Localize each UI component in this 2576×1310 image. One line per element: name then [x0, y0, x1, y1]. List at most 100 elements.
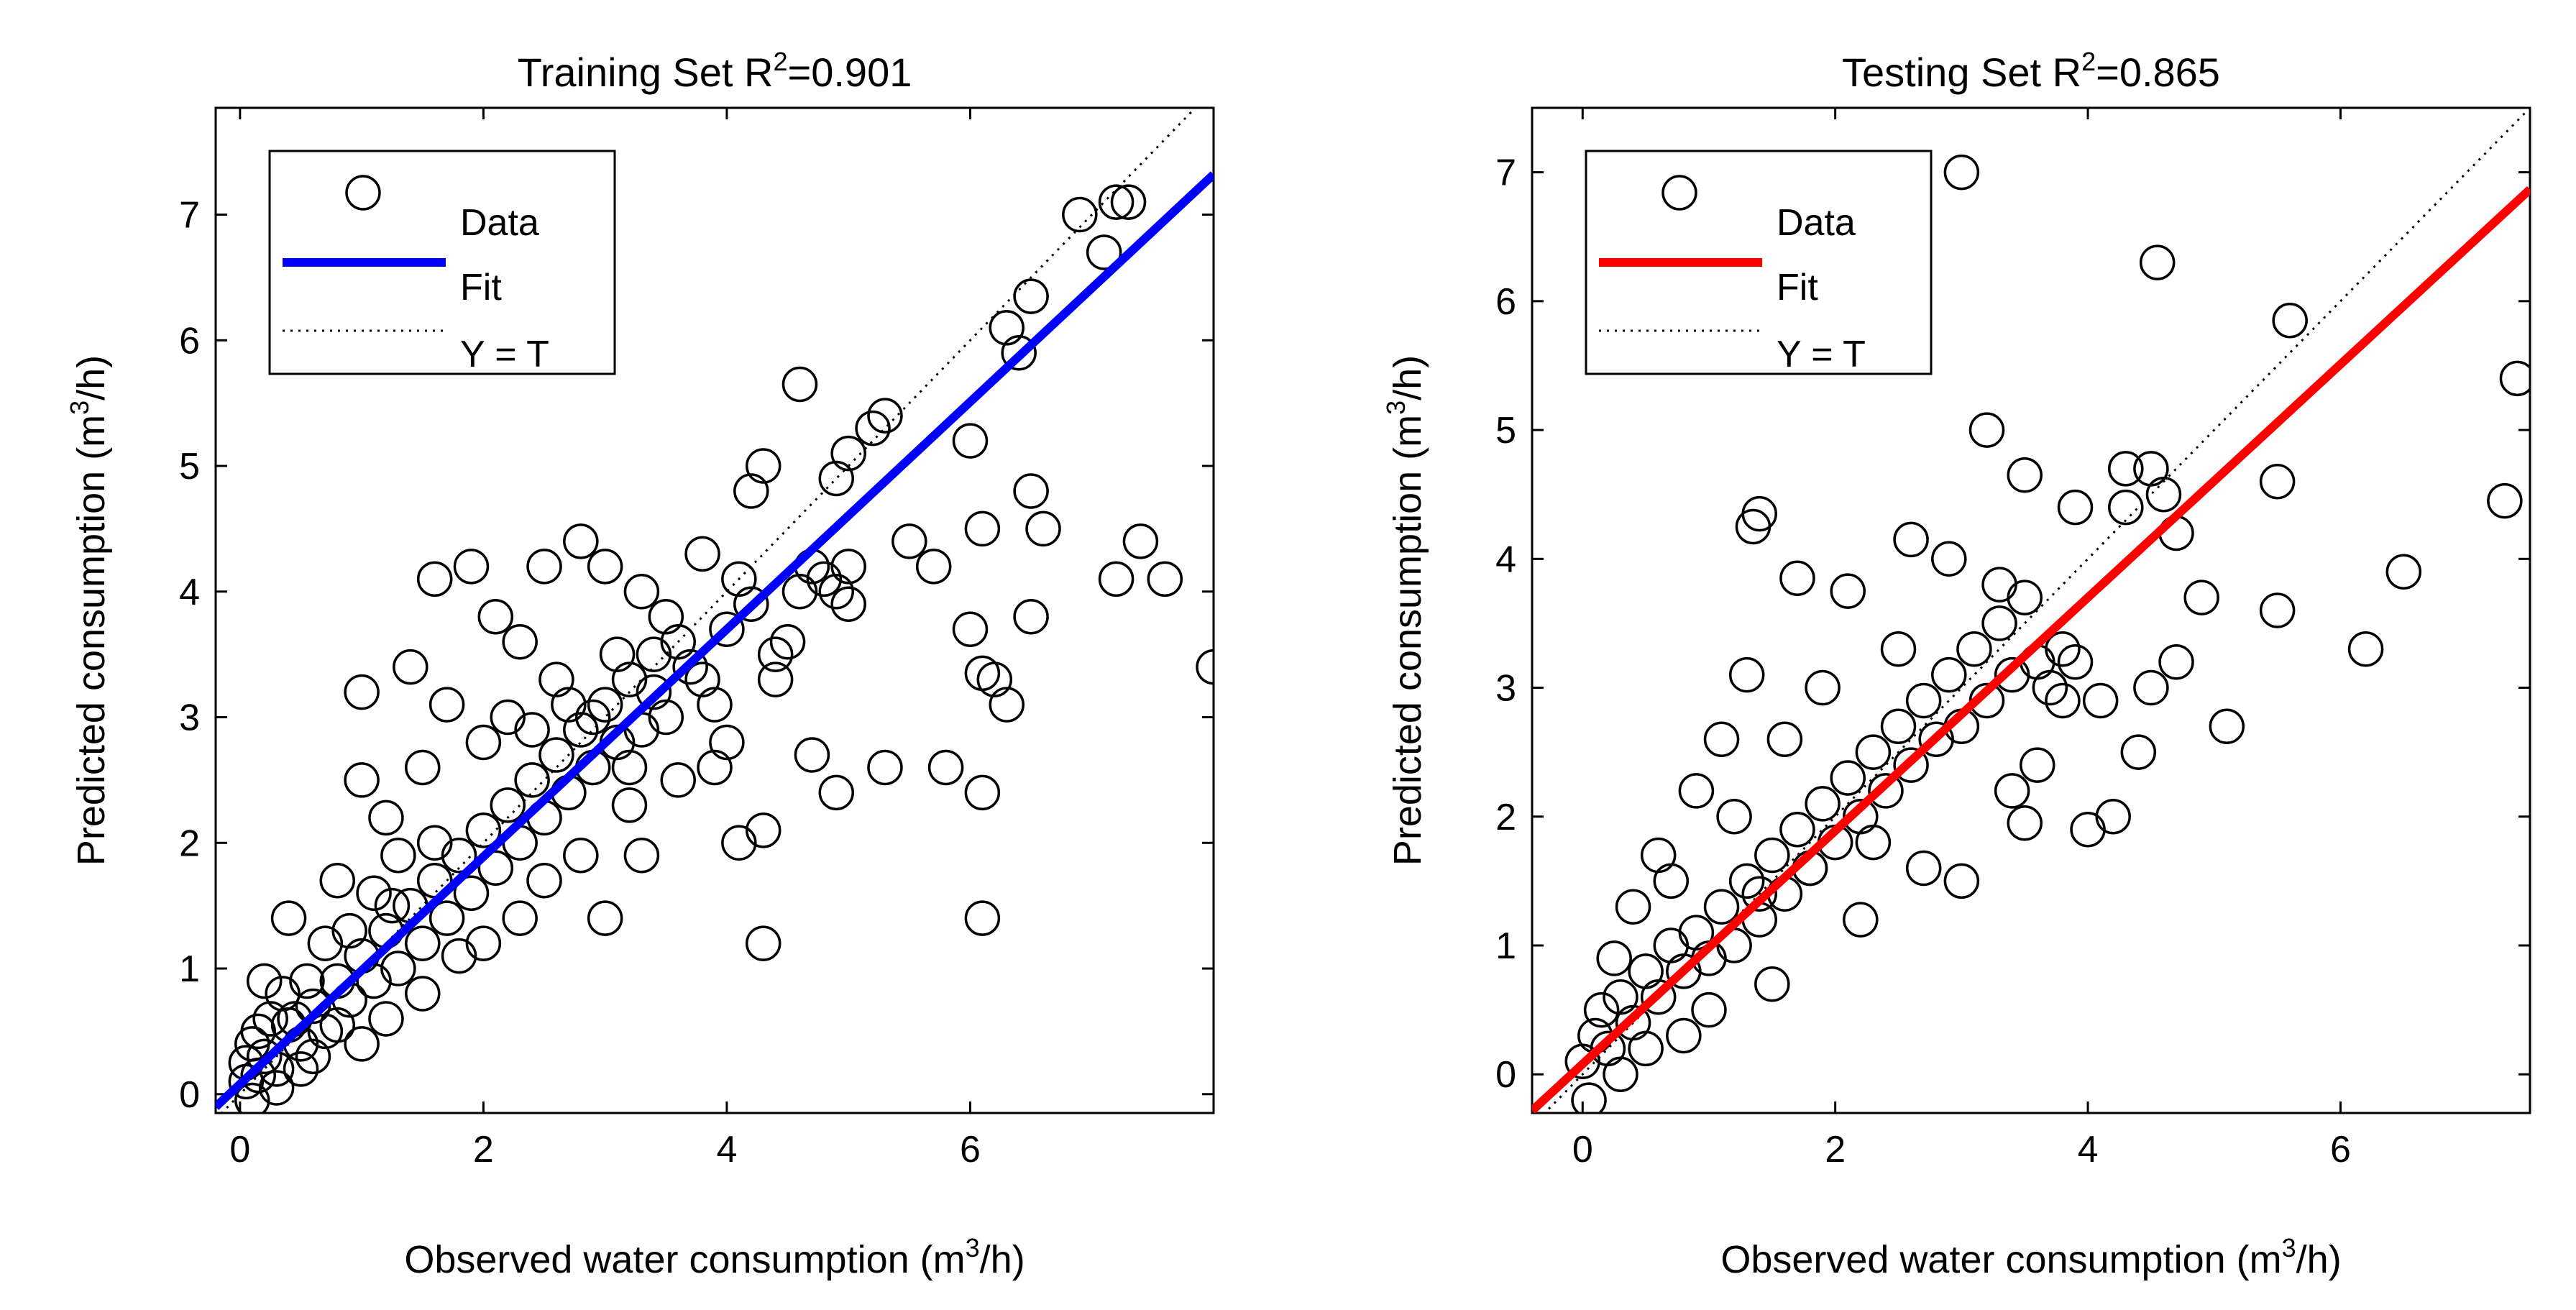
data-point	[526, 549, 562, 585]
data-point	[697, 749, 733, 786]
data-point	[1931, 541, 1967, 577]
data-point	[2120, 734, 2157, 770]
data-point	[2133, 451, 2169, 487]
y-tick-label: 5	[1495, 410, 1516, 452]
y-tick-label: 3	[179, 697, 200, 739]
data-point	[721, 561, 757, 597]
data-point	[319, 1007, 356, 1043]
x-tick-label: 0	[1572, 1129, 1593, 1171]
data-point	[356, 875, 392, 911]
data-point	[344, 1026, 380, 1062]
data-point	[1855, 824, 1892, 861]
y-axis-label: Predicted consumption (m3/h)	[65, 355, 113, 866]
data-point	[1931, 656, 1967, 693]
data-point	[1905, 682, 1942, 719]
data-point	[2020, 747, 2055, 783]
data-point	[1981, 567, 2017, 603]
data-point	[733, 473, 769, 509]
data-point	[660, 623, 696, 660]
data-point	[551, 687, 587, 723]
data-point	[453, 875, 490, 911]
x-tick-label: 0	[229, 1129, 250, 1171]
data-point	[2045, 631, 2081, 667]
data-point	[611, 787, 648, 823]
legend-data-marker	[345, 175, 381, 211]
data-point	[611, 661, 648, 697]
y-tick-label: 5	[179, 446, 200, 487]
data-point	[1678, 773, 1715, 809]
data-point	[964, 774, 1001, 811]
data-point	[1968, 412, 2005, 448]
data-point	[514, 712, 550, 748]
data-point	[587, 900, 623, 936]
data-point	[1843, 902, 1879, 938]
data-point	[1956, 631, 1992, 667]
data-point	[490, 699, 526, 736]
data-point	[289, 963, 325, 999]
data-point	[490, 787, 526, 823]
data-point	[952, 611, 989, 647]
data-point	[1880, 708, 1917, 745]
data-point	[2209, 708, 2245, 745]
data-point	[240, 1057, 276, 1094]
data-point	[1805, 786, 1841, 822]
data-point	[1741, 876, 1778, 912]
data-point	[416, 825, 453, 861]
data-point	[757, 636, 794, 672]
data-point	[307, 925, 344, 961]
data-point	[1666, 1017, 1702, 1054]
x-tick-label: 2	[1825, 1129, 1846, 1171]
data-point	[2057, 489, 2094, 526]
data-point	[1628, 1030, 1664, 1067]
data-point	[368, 800, 404, 836]
data-point	[319, 862, 356, 899]
data-point	[283, 1051, 319, 1087]
data-point	[405, 976, 441, 1012]
y-tick-label: 7	[179, 195, 200, 237]
y-tick-label: 7	[1495, 152, 1516, 194]
data-point	[1001, 335, 1037, 371]
data-point	[563, 712, 599, 748]
data-point	[1110, 184, 1147, 220]
data-point	[502, 900, 538, 936]
data-point	[1779, 560, 1815, 596]
data-point	[757, 661, 794, 697]
data-point	[380, 951, 416, 986]
x-tick-label: 4	[2078, 1129, 2099, 1171]
data-point	[927, 749, 964, 786]
data-point	[2158, 643, 2194, 680]
data-point	[2487, 482, 2523, 519]
data-point	[769, 623, 806, 660]
data-point	[331, 912, 367, 949]
x-tick-label: 6	[960, 1129, 981, 1171]
data-point	[270, 900, 307, 936]
data-point	[393, 649, 428, 685]
data-point	[709, 611, 745, 647]
x-tick-label: 4	[716, 1129, 737, 1171]
data-point	[964, 900, 1001, 936]
y-tick-label: 0	[179, 1074, 200, 1116]
data-point	[818, 460, 855, 497]
data-point	[265, 976, 301, 1012]
legend-data-marker	[1661, 175, 1697, 211]
data-point	[258, 1070, 295, 1106]
data-point	[684, 661, 720, 697]
data-point	[623, 574, 660, 610]
data-point	[2108, 451, 2144, 487]
data-point	[636, 674, 672, 710]
data-point	[745, 812, 781, 848]
data-point	[587, 687, 623, 723]
data-point	[1583, 991, 1620, 1028]
data-point	[2347, 631, 2384, 667]
data-point	[830, 435, 866, 472]
data-point	[636, 636, 672, 672]
data-point	[964, 655, 1001, 692]
data-point	[867, 398, 903, 434]
data-point	[477, 850, 514, 886]
plot-testing: 0 2 4 6 0 1 2 3 4 5 6 7 Data Fit Y = T Testing Set R2=0…	[1381, 47, 2531, 1281]
data-point	[830, 586, 866, 623]
data-point	[2385, 554, 2422, 590]
data-point	[453, 549, 490, 585]
data-point	[1735, 508, 1771, 545]
